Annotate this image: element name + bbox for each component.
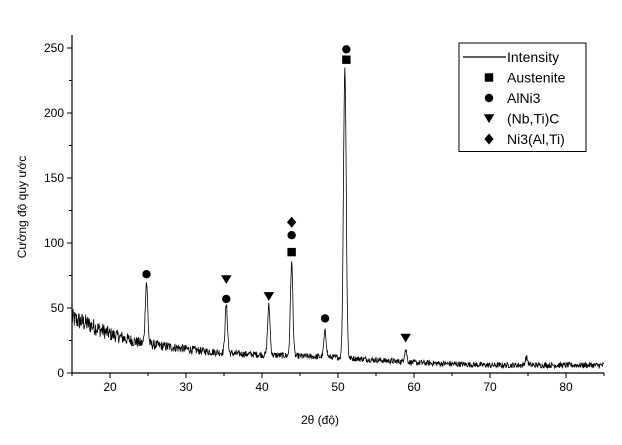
x-axis-label: 2θ (độ) <box>301 413 339 427</box>
series-layer <box>71 67 605 370</box>
phase-marker-circle <box>287 231 296 240</box>
y-tick-label: 100 <box>44 236 64 250</box>
phase-marker-triangle-down <box>221 275 232 285</box>
x-tick-label: 70 <box>483 380 497 394</box>
phase-marker-circle <box>222 294 231 304</box>
phase-marker-square <box>287 247 296 257</box>
y-tick-label: 150 <box>44 171 64 185</box>
legend-label: (Nb,Ti)C <box>507 111 559 127</box>
legend-label: Ni3(Al,Ti) <box>507 131 565 147</box>
phase-marker-triangle-down <box>400 333 411 343</box>
phase-marker-circle <box>342 45 351 54</box>
phase-marker-diamond <box>287 216 297 228</box>
phase-marker-triangle-down <box>263 292 275 301</box>
x-tick-label: 60 <box>407 380 421 394</box>
legend-swatch-triangle-down <box>483 114 495 124</box>
y-tick-label: 50 <box>51 301 65 315</box>
y-tick-label: 250 <box>44 41 64 55</box>
y-tick-label: 200 <box>44 106 64 120</box>
axes: 20 30 40 50 60 70 80 0 50 100 150 200 250 <box>44 35 605 394</box>
x-tick-label: 30 <box>179 380 193 394</box>
x-tick-label: 20 <box>103 380 117 394</box>
legend-label: Austenite <box>507 70 566 86</box>
legend-label: AlNi3 <box>507 90 541 106</box>
series-line-intensity <box>71 67 605 370</box>
phase-marker-circle <box>142 270 151 279</box>
x-tick-label: 40 <box>255 380 269 394</box>
legend-swatch-circle <box>484 93 494 103</box>
x-tick-label: 50 <box>331 380 345 394</box>
legend-swatch-diamond <box>484 133 494 145</box>
phase-marker-circle <box>320 314 330 323</box>
y-tick-label: 0 <box>57 366 64 380</box>
legend-label: Intensity <box>507 49 559 65</box>
legend-swatch-square <box>484 73 494 82</box>
phase-markers <box>142 45 411 343</box>
x-tick-label: 80 <box>559 380 573 394</box>
y-axis-label: Cường độ quy ước <box>15 156 29 259</box>
legend-box <box>458 42 587 152</box>
legend: Intensity Austenite AlNi3 (Nb,Ti)C Ni3(Al,Ti… <box>458 42 587 152</box>
phase-marker-square <box>342 55 351 64</box>
